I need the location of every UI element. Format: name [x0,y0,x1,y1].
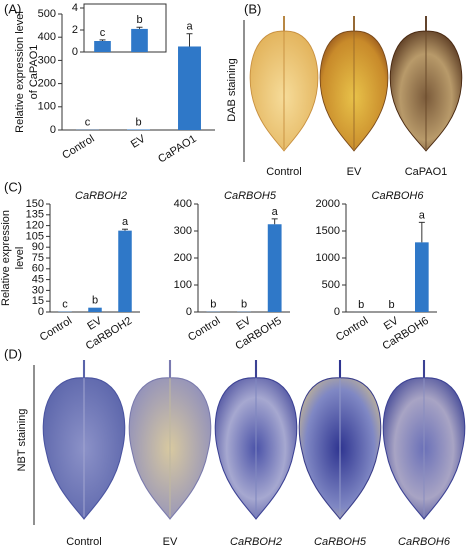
leaf-caption: Control [266,166,301,178]
significance-letter: c [62,299,68,311]
significance-letter: b [241,299,247,311]
y-tick-label: 2000 [316,198,340,210]
leaf-caption: CaRBOH5 [314,536,367,548]
bar [88,307,102,312]
significance-letter: b [136,14,142,26]
leaf [319,16,389,152]
y-tick-label: 75 [32,252,44,264]
significance-letter: b [135,116,141,128]
y-axis-label: Relative expression level [14,11,26,133]
panel-label: (C) [4,179,22,194]
y-tick-label: 400 [174,198,192,210]
y-tick-label: 300 [38,54,56,66]
panel-label: (D) [4,346,22,361]
x-tick-label: EV [129,132,148,150]
leaf-caption: EV [347,166,362,178]
leaf [249,16,319,152]
y-tick-label: 45 [32,274,44,286]
significance-letter: a [272,206,279,218]
panel-label: (B) [244,1,261,16]
bar [131,28,148,52]
y-tick-label: 200 [174,252,192,264]
y-tick-label: 135 [26,209,44,221]
y-tick-label: 105 [26,230,44,242]
leaf-caption: EV [163,536,178,548]
y-tick-label: 500 [38,8,56,20]
stain-label: NBT staining [16,409,28,472]
leaf [128,360,212,520]
leaf [214,360,298,520]
significance-letter: b [92,295,98,307]
x-tick-label: Control [186,315,222,344]
x-tick-label: Control [334,315,370,344]
x-tick-label: Control [38,315,74,344]
y-tick-label: 0 [38,306,44,318]
y-tick-label: 90 [32,241,44,253]
bar [415,242,429,312]
leaf-caption: CaPAO1 [405,166,448,178]
y-tick-label: 400 [38,31,56,43]
leaf-caption: CaRBOH6 [398,536,451,548]
y-tick-label: 0 [186,306,192,318]
significance-letter: a [419,209,426,221]
y-tick-label: 100 [38,101,56,113]
significance-letter: c [100,27,106,39]
y-tick-label: 0 [50,124,56,136]
x-tick-label: EV [382,314,401,332]
y-tick-label: 60 [32,263,44,275]
y-tick-label: 200 [38,78,56,90]
significance-letter: c [85,117,91,129]
y-tick-label: 30 [32,284,44,296]
y-tick-label: 120 [26,220,44,232]
bar [94,41,111,52]
bar [118,230,132,312]
significance-letter: a [122,216,129,228]
panel-label: (A) [4,1,21,16]
y-tick-label: 4 [72,2,78,14]
significance-letter: b [358,299,364,311]
y-axis-label: level [14,247,26,270]
y-tick-label: 300 [174,225,192,237]
y-tick-label: 150 [26,198,44,210]
chart-title: CaRBOH6 [372,190,425,202]
stain-label: DAB staining [226,58,238,122]
y-tick-label: 0 [72,46,78,58]
bar [178,46,201,131]
y-axis-label: Relative expression [0,210,12,306]
leaf-caption: Control [66,536,101,548]
bar [267,224,282,312]
leaf [382,360,466,520]
chart-title: CaRBOH2 [75,190,127,202]
y-tick-label: 15 [32,295,44,307]
y-tick-label: 0 [334,306,340,318]
significance-letter: a [186,21,193,33]
leaf [42,360,126,520]
y-tick-label: 500 [322,279,340,291]
significance-letter: b [210,299,216,311]
x-tick-label: EV [234,314,253,332]
leaf-caption: CaRBOH2 [230,536,282,548]
significance-letter: b [388,299,394,311]
leaf [389,16,463,152]
y-tick-label: 2 [72,24,78,36]
x-tick-label: CaPAO1 [156,133,198,166]
y-tick-label: 1000 [316,252,340,264]
chart-title: CaRBOH5 [224,190,277,202]
y-axis-label: of CaPAO1 [28,45,40,100]
y-tick-label: 100 [174,279,192,291]
x-tick-label: Control [60,133,96,162]
y-tick-label: 1500 [316,225,340,237]
leaf [298,360,382,520]
